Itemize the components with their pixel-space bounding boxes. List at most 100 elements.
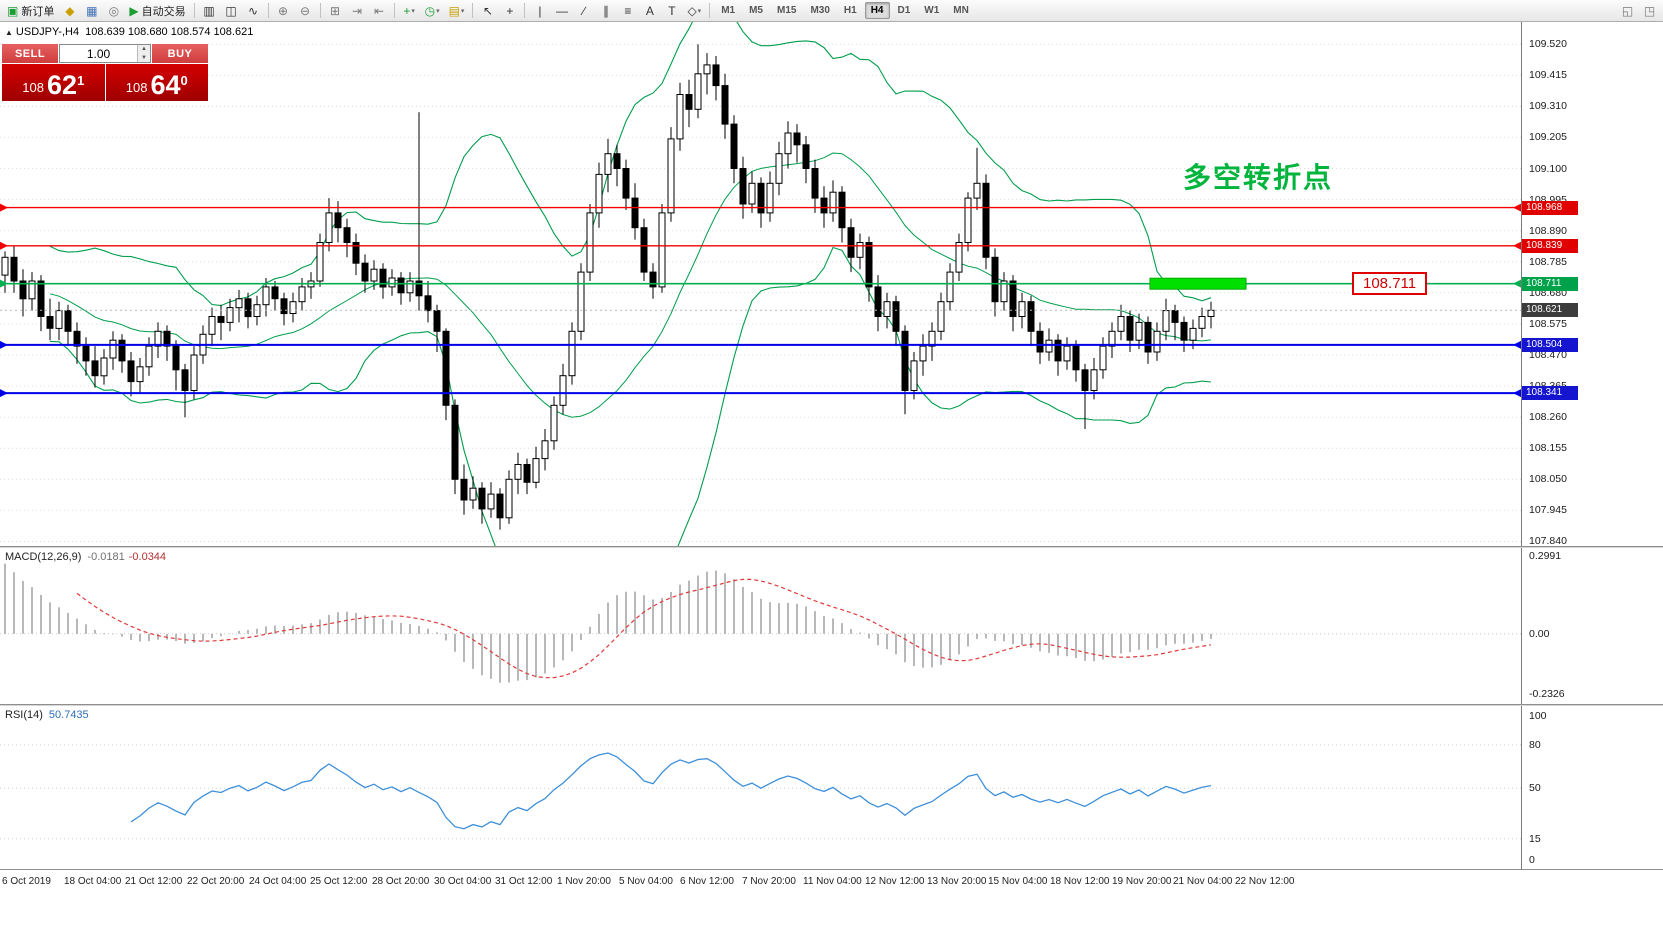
timeframe-h1-button[interactable]: H1 (838, 2, 863, 19)
timeframe-m1-button[interactable]: M1 (715, 2, 741, 19)
tile-windows-button[interactable]: ⊞ (325, 1, 346, 20)
volume-input[interactable] (60, 45, 137, 62)
data-window-button[interactable]: ▦ (81, 1, 102, 20)
sell-button[interactable]: SELL (2, 44, 58, 63)
macd-indicator-label: MACD(12,26,9) -0.0181 -0.0344 (5, 551, 166, 563)
price-tag: 108.711 (1522, 276, 1578, 291)
timeframe-mn-button[interactable]: MN (947, 2, 975, 19)
timeframe-d1-button[interactable]: D1 (892, 2, 917, 19)
window-tile-icon: ◱ (1621, 3, 1634, 18)
shapes-button[interactable]: ◇ ▾ (683, 1, 705, 20)
horizontal-line-button[interactable]: — (551, 1, 572, 20)
time-axis[interactable]: 6 Oct 2019 18 Oct 04:00 21 Oct 12:00 22 Oct… (0, 869, 1663, 896)
autotrade-icon: ▶ (129, 3, 139, 18)
trendline-button[interactable]: ∕ (573, 1, 594, 20)
market-watch-icon: ◆ (65, 3, 75, 18)
time-axis-label: 19 Nov 20:00 (1112, 876, 1172, 887)
time-axis-label: 22 Oct 20:00 (187, 876, 245, 887)
chevron-down-icon: ▾ (697, 7, 702, 15)
line-chart-button[interactable]: ∿ (243, 1, 264, 20)
shapes-icon: ◇ (687, 3, 697, 18)
macd-value-1: -0.0181 (87, 551, 125, 563)
zoom-out-button[interactable]: ⊖ (295, 1, 316, 20)
toolbar-separator (524, 3, 526, 18)
horizontal-line-icon: — (555, 3, 568, 18)
label-button[interactable]: T (661, 1, 682, 20)
label-icon: T (668, 3, 676, 18)
price-axis[interactable]: 109.520 109.415 109.310 109.205 109.100 108.9… (1521, 22, 1663, 896)
timeframe-toolbar: M1 M5 M15 M30 H1 H4 D1 W1 MN (714, 2, 976, 19)
axis-label: 100 (1529, 710, 1547, 723)
text-button[interactable]: A (639, 1, 660, 20)
bar-chart-button[interactable]: ▥ (199, 1, 220, 20)
templates-button[interactable]: ▤ ▾ (445, 1, 469, 20)
macd-name: MACD(12,26,9) (5, 551, 82, 563)
price-tag: 108.968 (1522, 200, 1578, 215)
rsi-name: RSI(14) (5, 709, 43, 721)
spinner-up-icon[interactable]: ▲ (138, 45, 150, 54)
timeframe-h4-button[interactable]: H4 (864, 2, 890, 19)
time-axis-label: 21 Oct 12:00 (125, 876, 183, 887)
axis-label: 0 (1529, 854, 1535, 867)
axis-label: 109.205 (1529, 131, 1567, 144)
symbol-info: ▲ USDJPY-,H4 108.639 108.680 108.574 108.6… (5, 26, 253, 38)
time-axis-label: 30 Oct 04:00 (434, 876, 492, 887)
window-cascade-button[interactable]: ◳ (1639, 1, 1660, 20)
tile-windows-icon: ⊞ (330, 3, 341, 18)
timeframe-m5-button[interactable]: M5 (743, 2, 769, 19)
periods-icon: ◷ (424, 3, 436, 18)
chart-shift-button[interactable]: ⇤ (369, 1, 390, 20)
axis-label: 108.785 (1529, 255, 1567, 268)
rsi-pane[interactable] (0, 706, 1521, 869)
indicators-icon: + (403, 3, 411, 18)
candlestick-chart-icon: ◫ (225, 3, 237, 18)
fibonacci-button[interactable]: ≡ (617, 1, 638, 20)
zoom-in-button[interactable]: ⊕ (273, 1, 294, 20)
new-order-button[interactable]: ▣ 新订单 (3, 1, 58, 20)
spinner-down-icon[interactable]: ▼ (138, 53, 150, 62)
timeframe-w1-button[interactable]: W1 (918, 2, 945, 19)
autotrade-label: 自动交易 (141, 5, 186, 18)
templates-icon: ▤ (448, 3, 460, 18)
time-axis-label: 18 Nov 12:00 (1050, 876, 1110, 887)
window-tile-button[interactable]: ◱ (1617, 1, 1638, 20)
periods-button[interactable]: ◷ ▾ (421, 1, 444, 20)
pane-splitter[interactable] (0, 704, 1663, 706)
pane-splitter[interactable] (0, 546, 1663, 548)
axis-label: 108.155 (1529, 442, 1567, 455)
autotrade-button[interactable]: ▶ 自动交易 (125, 1, 189, 20)
sell-price[interactable]: 108 62 1 (2, 64, 105, 101)
price-tag: 108.504 (1522, 337, 1578, 352)
cursor-button[interactable]: ↖ (477, 1, 498, 20)
timeframe-m30-button[interactable]: M30 (804, 2, 835, 19)
candlestick-chart-button[interactable]: ◫ (221, 1, 242, 20)
indicators-button[interactable]: + ▾ (399, 1, 420, 20)
crosshair-button[interactable]: + (499, 1, 520, 20)
auto-scroll-button[interactable]: ⇥ (347, 1, 368, 20)
price-tag: 108.341 (1522, 386, 1578, 401)
time-axis-label: 24 Oct 04:00 (249, 876, 307, 887)
axis-label: 108.260 (1529, 411, 1567, 424)
buy-button[interactable]: BUY (152, 44, 208, 63)
time-axis-label: 6 Nov 12:00 (680, 876, 734, 887)
time-axis-label: 18 Oct 04:00 (64, 876, 122, 887)
macd-pane[interactable] (0, 548, 1521, 704)
buy-price[interactable]: 108 64 0 (105, 64, 208, 101)
chart-marker-icon: ▲ (5, 28, 13, 37)
axis-label: -0.2326 (1529, 688, 1565, 701)
navigator-button[interactable]: ◎ (103, 1, 124, 20)
main-price-chart[interactable] (0, 22, 1521, 546)
timeframe-m15-button[interactable]: M15 (771, 2, 802, 19)
channel-button[interactable]: ∥ (595, 1, 616, 20)
chart-annotation: 多空转折点 (1183, 162, 1334, 193)
market-watch-button[interactable]: ◆ (59, 1, 80, 20)
text-icon: A (645, 3, 654, 18)
bar-chart-icon: ▥ (203, 3, 215, 18)
volume-spinner[interactable]: ▲ ▼ (137, 45, 150, 62)
vertical-line-button[interactable]: | (529, 1, 550, 20)
axis-label: 107.945 (1529, 504, 1567, 517)
price-callout-label: 108.711 (1352, 272, 1428, 295)
time-axis-label: 31 Oct 12:00 (495, 876, 553, 887)
axis-label: 15 (1529, 832, 1541, 845)
fibonacci-icon: ≡ (624, 3, 632, 18)
